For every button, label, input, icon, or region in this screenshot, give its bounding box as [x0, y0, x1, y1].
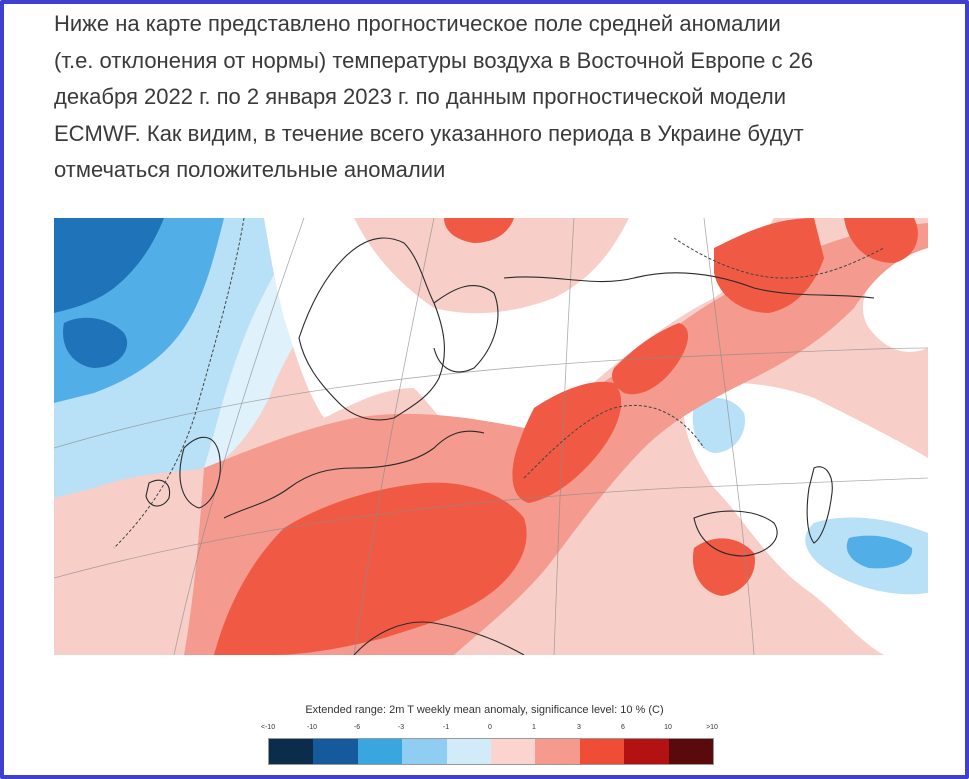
- legend-color-bar: [268, 738, 714, 765]
- map-zone-deep-blue-north: [54, 218, 164, 313]
- legend-tick-label: 1: [532, 724, 536, 731]
- legend-tick-label: 10: [664, 724, 672, 731]
- legend-tick-label: 3: [577, 724, 581, 731]
- map-zone-deep-blue-spot: [63, 317, 128, 368]
- article-line-3: декабря 2022 г. по 2 января 2023 г. по д…: [54, 84, 787, 109]
- legend-tick-label: -6: [353, 724, 361, 731]
- article-line-4: ECMWF. Как видим, в течение всего указан…: [54, 120, 804, 146]
- legend-swatch: [313, 739, 358, 764]
- legend-swatch: [624, 739, 669, 764]
- legend-tick-label: >10: [706, 724, 718, 731]
- legend-swatch: [402, 739, 447, 764]
- map-zone-white-north: [264, 218, 774, 468]
- map-zone-mid-red-baltic: [512, 381, 622, 503]
- article-line-5: отмечаться положительные аномалии: [54, 157, 446, 182]
- legend-swatch: [535, 739, 580, 764]
- map-zone-mid-blue-east: [846, 535, 913, 569]
- map-significance-contours: [113, 218, 885, 549]
- article-line-2: (т.е. отклонения от нормы) температуры в…: [54, 47, 814, 73]
- legend-tick-label: 0: [488, 724, 492, 731]
- legend-swatch: [491, 739, 536, 764]
- legend-tick-label: -3: [397, 724, 405, 731]
- article-line-1: Ниже на карте представлено прогностическ…: [54, 11, 781, 36]
- map-zone-white-northeast: [862, 243, 928, 352]
- legend-swatch: [668, 739, 714, 764]
- map-coastlines: [145, 237, 875, 655]
- map-zone-mid-red-top-right: [844, 218, 918, 263]
- legend-tick-label: 6: [621, 724, 625, 731]
- map-zone-mid-red-central: [214, 482, 527, 655]
- legend-tick-labels: <-10 -10 -6 -3 -1 0 1 3 6 10 >10: [0, 724, 969, 736]
- legend-tick-label: -10: [306, 724, 318, 731]
- legend-swatch: [579, 739, 625, 764]
- map-zone-mid-red-northeast: [714, 218, 824, 313]
- legend-title: Extended range: 2m T weekly mean anomaly…: [305, 704, 664, 716]
- legend-swatch: [357, 739, 403, 764]
- anomaly-map-svg: [54, 218, 928, 655]
- legend-tick-label: <-10: [260, 724, 276, 731]
- map-graticule: [54, 218, 928, 655]
- map-zone-mid-red-corridor: [612, 323, 689, 395]
- article-paragraph: Ниже на карте представлено прогностическ…: [54, 6, 934, 189]
- anomaly-map: [54, 218, 928, 655]
- legend-swatch: [269, 739, 314, 764]
- map-zone-mid-red-top: [444, 218, 514, 243]
- legend-tick-label: -1: [442, 724, 450, 731]
- map-zone-mid-red-balkans: [692, 538, 755, 596]
- legend-swatch: [446, 739, 492, 764]
